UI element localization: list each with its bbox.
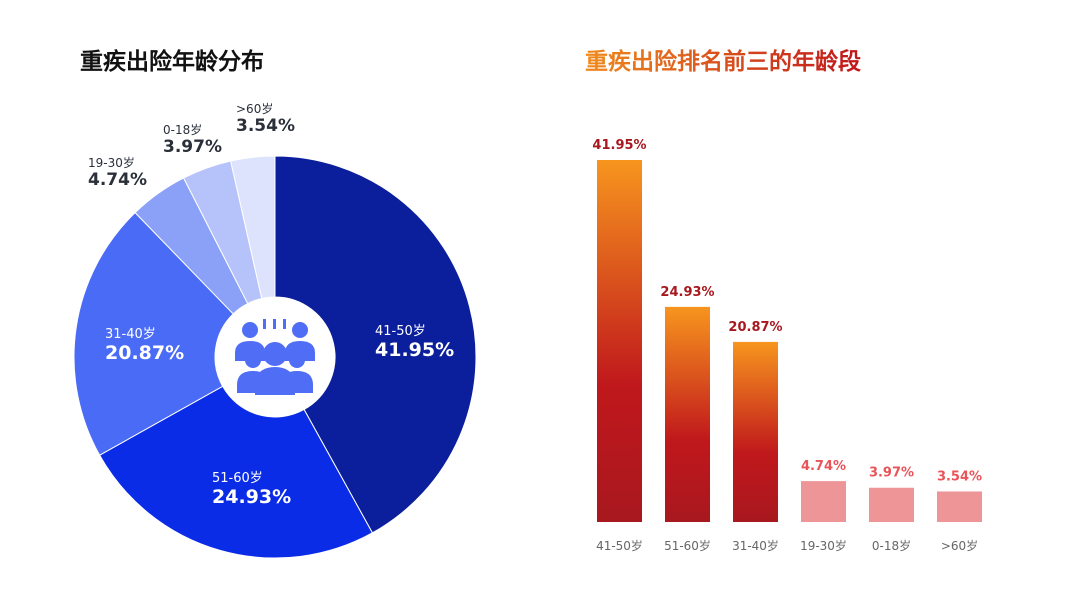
- bar-category-label: 41-50岁: [596, 538, 643, 553]
- bar-category-label: 31-40岁: [732, 538, 779, 553]
- bar-category-label: 19-30岁: [800, 538, 847, 553]
- donut-label-category: >60岁: [236, 102, 274, 116]
- donut-label-category: 31-40岁: [105, 327, 156, 342]
- donut-label-value: 4.74%: [88, 169, 147, 190]
- bar-category-label: >60岁: [941, 538, 978, 553]
- donut-label-category: 19-30岁: [88, 156, 135, 170]
- bar-2: [733, 341, 778, 522]
- group-of-people-icon: [235, 319, 315, 395]
- bar-value-label: 24.93%: [660, 285, 714, 300]
- bar-value-label: 20.87%: [728, 320, 782, 335]
- donut-slice-5: [230, 155, 276, 300]
- donut-label-category: 51-60岁: [212, 471, 263, 486]
- donut-label: 0-18岁 3.97%: [163, 123, 222, 157]
- bar-value-label: 4.74%: [801, 459, 846, 474]
- bar-0: [597, 160, 642, 522]
- donut-label-category: 41-50岁: [375, 324, 426, 339]
- donut-label: 31-40岁 20.87%: [105, 327, 185, 365]
- bar-1: [665, 306, 710, 522]
- donut-label-category: 0-18岁: [163, 123, 203, 137]
- bar-value-label: 3.54%: [937, 469, 982, 484]
- donut-label-value: 41.95%: [375, 338, 455, 361]
- donut-label-value: 24.93%: [212, 485, 292, 508]
- bar-5: [937, 491, 982, 522]
- bar-value-label: 41.95%: [592, 138, 646, 153]
- donut-label-value: 3.54%: [236, 115, 295, 136]
- bar-4: [869, 487, 914, 522]
- bar-category-label: 0-18岁: [872, 538, 911, 553]
- donut-label: >60岁 3.54%: [236, 102, 295, 136]
- donut-label: 51-60岁 24.93%: [212, 471, 292, 509]
- donut-slice-1: [98, 385, 374, 559]
- donut-label: 41-50岁 41.95%: [375, 324, 455, 362]
- donut-label-value: 20.87%: [105, 341, 185, 364]
- bar-category-label: 51-60岁: [664, 538, 711, 553]
- bar-value-label: 3.97%: [869, 466, 914, 481]
- donut-chart-title: 重疾出险年龄分布: [80, 49, 264, 75]
- donut-slice-0: [274, 155, 477, 534]
- donut-label-value: 3.97%: [163, 136, 222, 157]
- bar-chart-title: 重疾出险排名前三的年龄段: [585, 42, 861, 76]
- bar-3: [801, 481, 846, 522]
- donut-label: 19-30岁 4.74%: [88, 156, 147, 190]
